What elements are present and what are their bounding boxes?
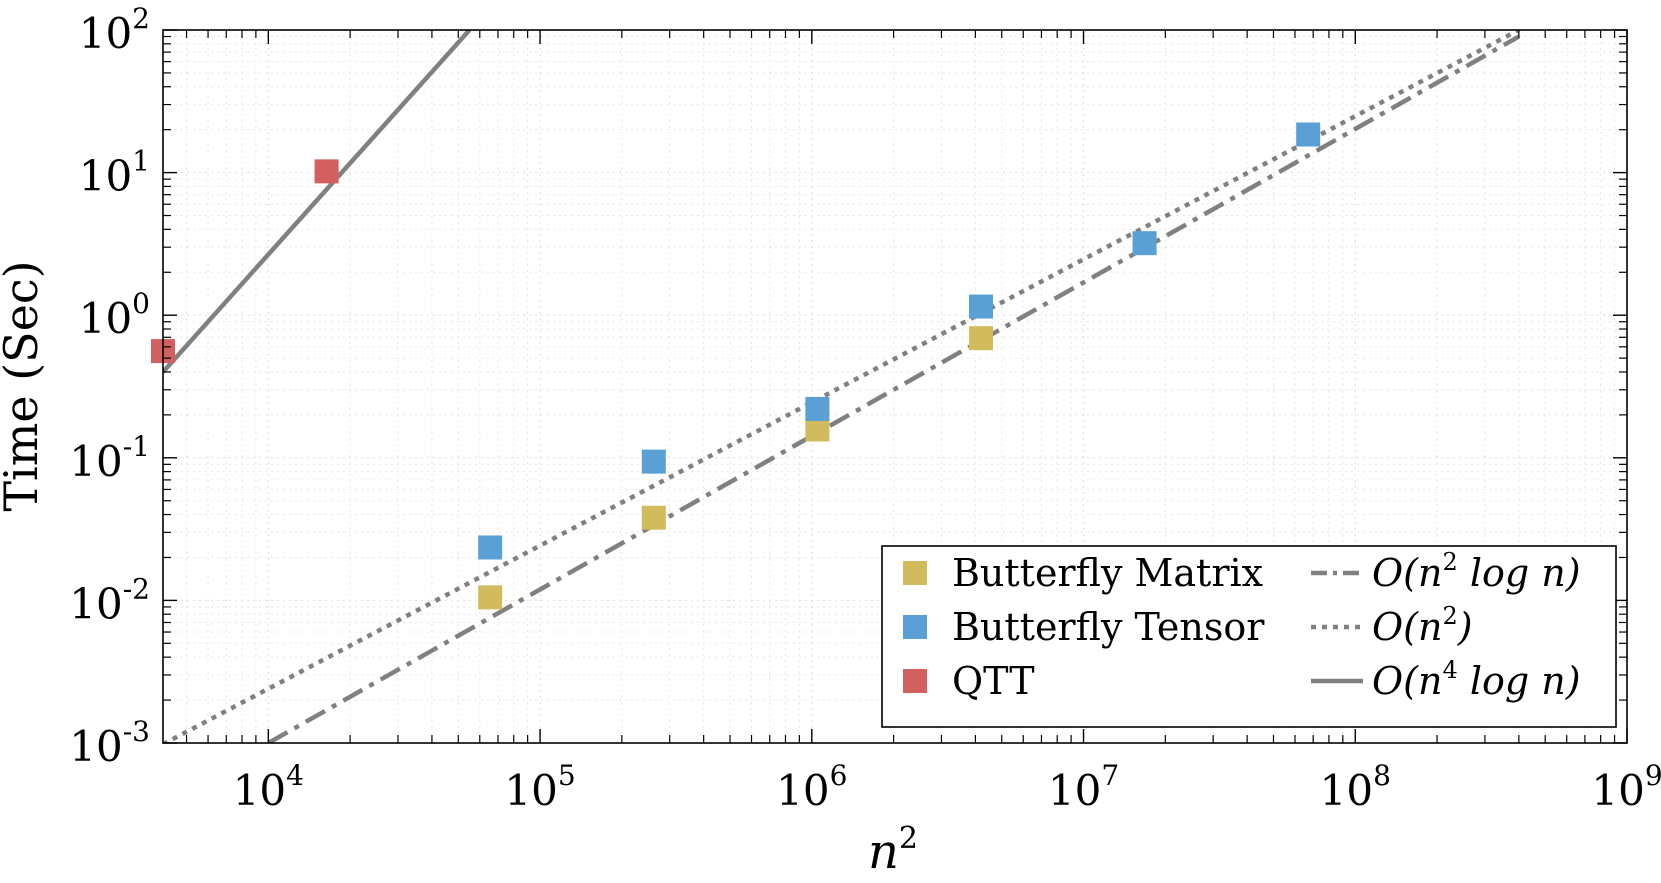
- y-tick-exp: -2: [123, 572, 150, 605]
- marker-butterfly-matrix: [478, 585, 503, 610]
- legend-line-label: O(n2 log n): [1372, 548, 1581, 595]
- y-tick-base: 10: [79, 9, 132, 58]
- x-axis-label-base: n: [868, 824, 899, 880]
- marker-butterfly-tensor: [968, 294, 993, 319]
- y-tick-label: 10-1: [69, 430, 150, 486]
- x-tick-exp: 6: [830, 759, 848, 792]
- legend-line-label: O(n2): [1372, 602, 1473, 649]
- x-tick-label: 109: [1591, 759, 1661, 815]
- legend-line-label-post: ): [1457, 605, 1473, 649]
- x-tick-base: 10: [233, 766, 286, 815]
- y-tick-exp: -1: [123, 430, 150, 463]
- axis-ticks: [163, 29, 1628, 744]
- marker-butterfly-tensor: [641, 449, 666, 474]
- y-tick-exp: -3: [123, 715, 150, 748]
- x-tick-exp: 5: [558, 759, 576, 792]
- x-tick-labels: 104 105 106 107 108 109: [233, 759, 1661, 815]
- y-tick-exp: 2: [132, 2, 150, 35]
- y-tick-base: 10: [69, 579, 122, 628]
- marker-butterfly-matrix: [968, 326, 993, 351]
- x-tick-base: 10: [1048, 766, 1101, 815]
- legend-swatch: [903, 669, 927, 693]
- line-series-solid: [163, 30, 472, 374]
- marker-qtt: [314, 159, 339, 184]
- y-tick-label: 10-3: [69, 715, 150, 771]
- legend-line-label: O(n4 log n): [1372, 656, 1581, 703]
- marker-butterfly-tensor: [478, 535, 503, 560]
- y-tick-label: 100: [79, 287, 150, 343]
- y-tick-label: 101: [79, 145, 150, 201]
- x-tick-label: 107: [1048, 759, 1119, 815]
- legend-label: QTT: [952, 659, 1035, 703]
- legend-line-label-post: log n): [1458, 551, 1581, 595]
- x-tick-exp: 4: [286, 759, 304, 792]
- line-series-dashed: [267, 34, 1520, 743]
- legend-label: Butterfly Tensor: [952, 605, 1265, 649]
- reference-lines: [163, 30, 1520, 743]
- y-tick-base: 10: [69, 437, 122, 486]
- legend-swatch: [903, 615, 927, 639]
- y-tick-base: 10: [69, 722, 122, 771]
- y-tick-base: 10: [79, 294, 132, 343]
- x-tick-exp: 8: [1373, 759, 1391, 792]
- x-tick-exp: 9: [1645, 759, 1661, 792]
- legend-line-label-pre: O(n: [1372, 659, 1442, 703]
- x-tick-label: 106: [776, 759, 847, 815]
- x-tick-exp: 7: [1101, 759, 1119, 792]
- legend: Butterfly Matrix Butterfly Tensor QTT O(n2 …: [881, 545, 1617, 728]
- line-series-dotted: [163, 30, 1520, 743]
- plot-frame: [162, 29, 1628, 744]
- legend-line-label-pre: O(n: [1372, 551, 1442, 595]
- y-tick-exp: 0: [132, 287, 150, 320]
- x-axis-label: n2: [868, 821, 918, 880]
- x-tick-label: 108: [1320, 759, 1391, 815]
- x-tick-base: 10: [1320, 766, 1373, 815]
- marker-butterfly-matrix: [641, 505, 666, 530]
- y-tick-exp: 1: [132, 145, 150, 178]
- legend-label: Butterfly Matrix: [952, 551, 1263, 595]
- x-tick-base: 10: [1591, 766, 1644, 815]
- marker-butterfly-matrix: [805, 417, 830, 442]
- marker-butterfly-tensor: [805, 396, 830, 421]
- legend-line-label-sup: 2: [1442, 548, 1457, 576]
- y-tick-label: 102: [79, 2, 150, 58]
- y-tick-label: 10-2: [69, 572, 150, 628]
- x-axis-label-sup: 2: [899, 821, 918, 856]
- legend-box: [881, 545, 1617, 728]
- y-axis-label: Time (Sec): [0, 260, 48, 511]
- y-tick-base: 10: [79, 152, 132, 201]
- x-tick-base: 10: [776, 766, 829, 815]
- x-tick-label: 105: [504, 759, 575, 815]
- x-tick-label: 104: [233, 759, 304, 815]
- marker-butterfly-tensor: [1132, 231, 1157, 256]
- legend-line-label-pre: O(n: [1372, 605, 1442, 649]
- legend-line-label-sup: 2: [1442, 602, 1457, 630]
- x-tick-base: 10: [504, 766, 557, 815]
- legend-line-label-sup: 4: [1442, 656, 1457, 684]
- legend-line-label-post: log n): [1458, 659, 1581, 703]
- legend-swatch: [903, 561, 927, 585]
- marker-butterfly-tensor: [1296, 122, 1321, 147]
